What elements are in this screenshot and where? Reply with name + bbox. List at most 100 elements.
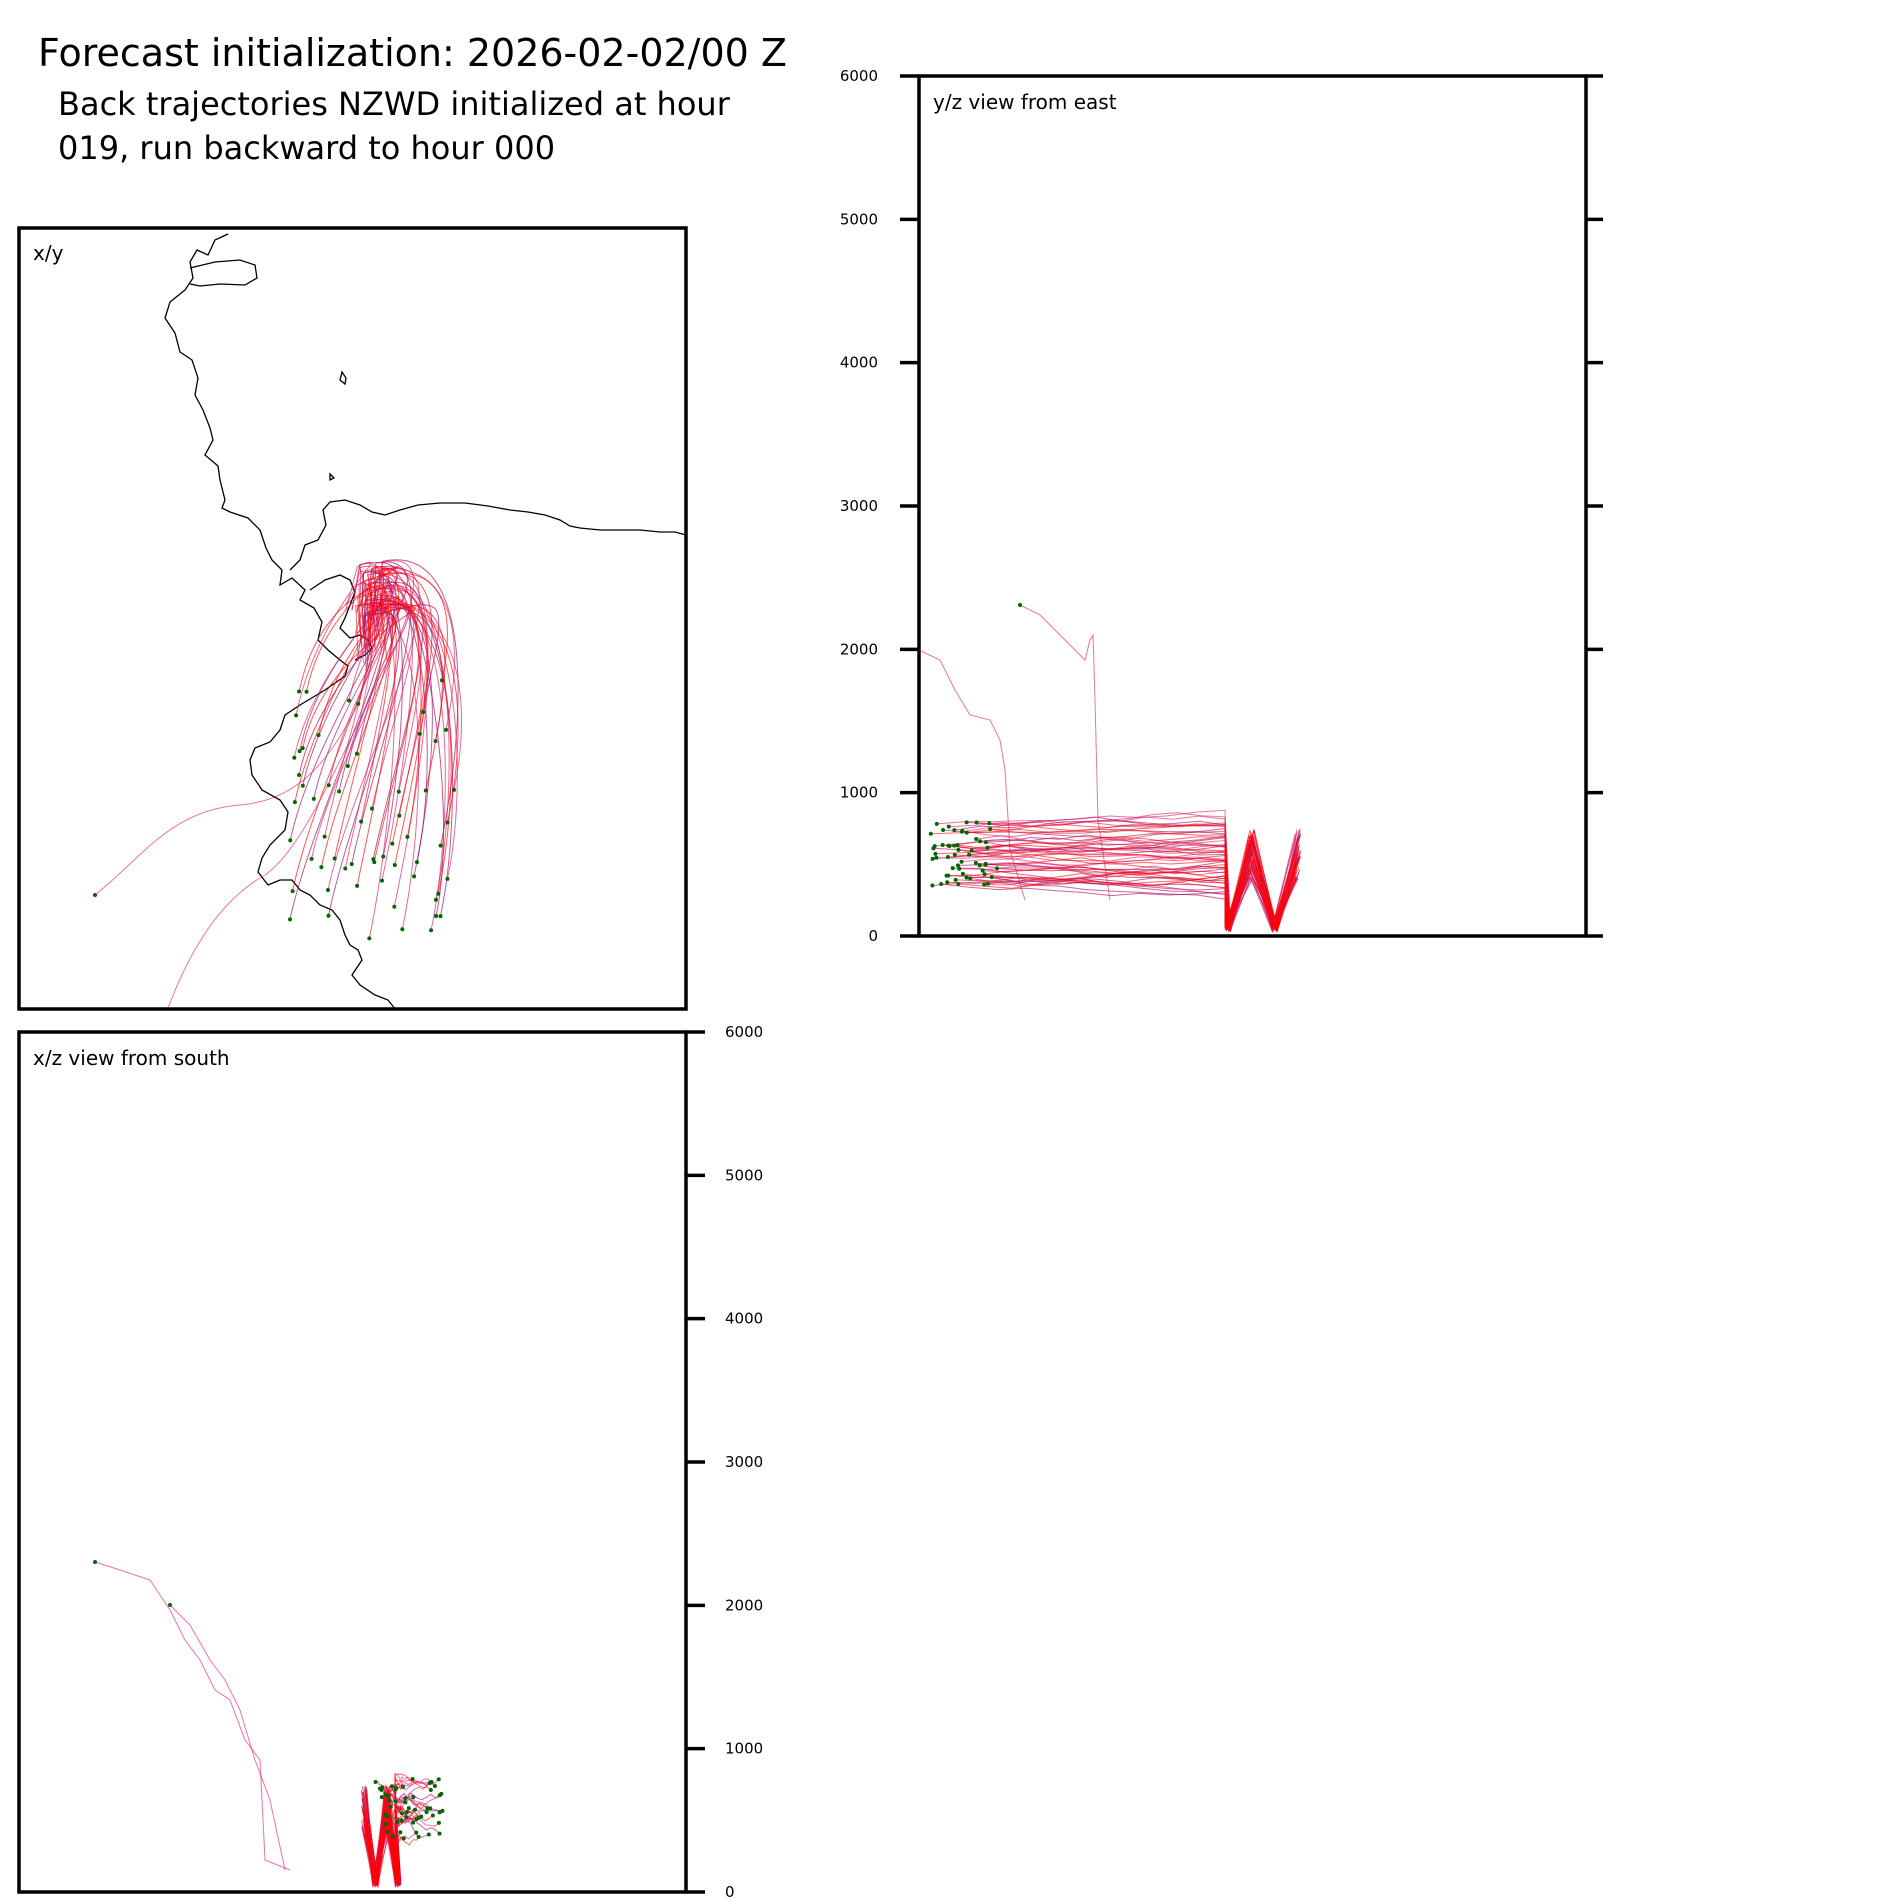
start-marker — [950, 866, 955, 871]
start-marker — [417, 731, 422, 736]
panel-xy: x/y — [17, 226, 688, 1011]
start-marker — [437, 1810, 442, 1815]
start-marker — [955, 863, 960, 868]
trajectory-line — [361, 1773, 432, 1884]
xy-start-markers — [93, 678, 457, 941]
start-marker — [406, 1806, 411, 1811]
start-marker — [337, 789, 342, 794]
start-marker — [974, 836, 979, 841]
coastline-west — [164, 233, 397, 1011]
start-marker — [932, 844, 937, 849]
start-marker — [399, 1818, 404, 1823]
start-marker — [952, 828, 957, 833]
xz-tick-label: 0 — [725, 1883, 735, 1900]
start-marker — [292, 755, 297, 760]
start-marker — [292, 800, 297, 805]
start-marker — [347, 698, 352, 703]
start-marker — [987, 821, 992, 826]
start-marker — [439, 678, 444, 683]
start-marker — [414, 1817, 419, 1822]
trajectory-line — [358, 572, 448, 681]
start-marker — [945, 880, 950, 885]
trajectory-line — [957, 834, 1298, 928]
start-marker — [967, 852, 972, 857]
start-marker — [939, 882, 944, 887]
start-marker — [960, 871, 965, 876]
trajectory-line — [982, 866, 1297, 930]
trajectory-line — [961, 815, 1300, 930]
start-marker — [959, 829, 964, 834]
start-marker — [403, 1800, 408, 1805]
start-marker — [985, 845, 990, 850]
start-marker — [433, 739, 438, 744]
xz-trajectories — [94, 1561, 443, 1888]
subtitle: Back trajectories NZWD initialized at ho… — [58, 85, 730, 167]
start-marker — [168, 1603, 172, 1607]
start-marker — [356, 701, 361, 706]
trajectory-line — [366, 594, 420, 863]
trajectory-line — [94, 1561, 291, 1871]
start-marker — [978, 839, 983, 844]
start-marker — [436, 1820, 441, 1825]
panel-xz-title: x/z view from south — [33, 1046, 230, 1070]
start-marker — [426, 1832, 431, 1837]
start-marker — [403, 1796, 408, 1801]
panel-yz-title: y/z view from east — [933, 90, 1117, 114]
panel-xy-title: x/y — [33, 241, 64, 265]
start-marker — [383, 1822, 388, 1827]
start-marker — [437, 1831, 442, 1836]
start-marker — [956, 881, 961, 886]
start-marker — [436, 891, 441, 896]
trajectory-line — [363, 1799, 416, 1888]
start-marker — [445, 820, 450, 825]
start-marker — [379, 878, 384, 883]
yz-tick-label: 5000 — [840, 210, 878, 228]
start-marker — [934, 821, 939, 826]
yz-tick-label: 2000 — [840, 640, 878, 658]
start-marker — [947, 843, 952, 848]
xz-tick-label: 6000 — [725, 1023, 763, 1041]
yz-start-markers — [928, 603, 1022, 888]
start-marker — [309, 856, 314, 861]
start-marker — [934, 855, 939, 860]
start-marker — [956, 847, 961, 852]
start-marker — [93, 893, 97, 897]
trajectory-line — [327, 567, 420, 891]
start-marker — [404, 1815, 409, 1820]
trajectory-line — [367, 572, 433, 844]
start-marker — [319, 865, 324, 870]
start-marker — [401, 1836, 406, 1841]
trajectory-line — [948, 833, 1296, 931]
start-marker — [436, 1777, 441, 1782]
start-marker — [332, 856, 337, 861]
start-marker — [980, 868, 985, 873]
start-marker — [304, 689, 309, 694]
xz-tick-label: 3000 — [725, 1453, 763, 1471]
start-marker — [983, 862, 988, 867]
coastline — [164, 233, 687, 1011]
start-marker — [959, 859, 964, 864]
start-marker — [297, 689, 302, 694]
start-marker — [964, 830, 969, 835]
start-marker — [369, 806, 374, 811]
start-marker — [355, 883, 360, 888]
start-marker — [412, 874, 417, 879]
start-marker — [297, 749, 302, 754]
start-marker — [438, 843, 443, 848]
start-marker — [421, 709, 426, 714]
start-marker — [316, 733, 321, 738]
start-marker — [322, 834, 327, 839]
start-marker — [968, 876, 973, 881]
start-marker — [392, 904, 397, 909]
start-marker — [452, 787, 457, 792]
trajectory-line — [934, 834, 1298, 930]
coastline-peninsula — [289, 499, 687, 571]
start-marker — [444, 727, 449, 732]
start-marker — [388, 1804, 393, 1809]
coastline-island — [339, 370, 347, 386]
start-marker — [983, 840, 988, 845]
trajectory-line — [954, 852, 1297, 930]
start-marker — [390, 1834, 395, 1839]
start-marker — [445, 876, 450, 881]
